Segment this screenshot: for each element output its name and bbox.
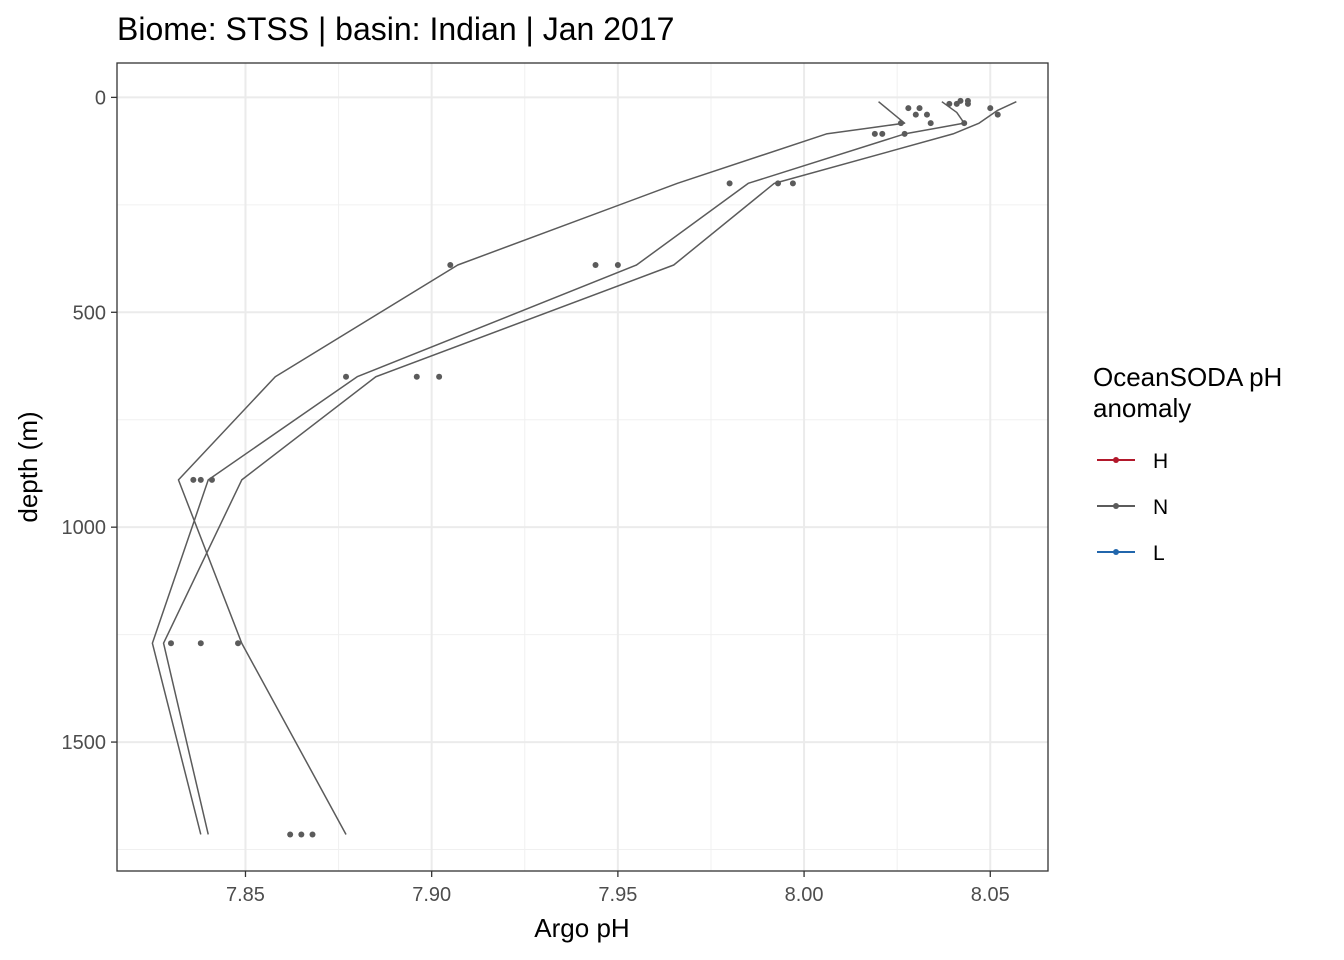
data-point bbox=[190, 476, 197, 483]
data-point bbox=[298, 831, 305, 838]
x-axis-ticks: 7.85 7.90 7.95 8.00 8.05 bbox=[226, 871, 1010, 906]
profile-line-3 bbox=[162, 100, 1017, 835]
profile-line-2 bbox=[151, 101, 965, 835]
data-point bbox=[916, 105, 923, 112]
legend: OceanSODA pH anomaly HNL bbox=[1093, 362, 1282, 565]
chart-title: Biome: STSS | basin: Indian | Jan 2017 bbox=[117, 11, 674, 47]
data-point bbox=[775, 180, 782, 187]
data-point bbox=[167, 640, 174, 647]
data-point bbox=[964, 100, 971, 107]
data-point bbox=[592, 262, 599, 268]
x-tick-label: 8.00 bbox=[785, 884, 824, 906]
profile-line-1 bbox=[177, 101, 906, 835]
data-point bbox=[197, 476, 204, 483]
x-axis-title: Argo pH bbox=[534, 913, 629, 943]
legend-label-L: L bbox=[1153, 542, 1165, 565]
data-point bbox=[197, 640, 204, 647]
x-tick-label: 7.90 bbox=[412, 884, 451, 906]
data-point bbox=[905, 105, 912, 112]
data-point bbox=[923, 111, 930, 118]
data-point bbox=[994, 111, 1001, 118]
data-point bbox=[879, 130, 886, 137]
legend-key-point-N bbox=[1113, 503, 1119, 509]
y-tick-label: 1000 bbox=[62, 517, 107, 539]
y-axis-ticks: 0 500 1000 1500 bbox=[62, 87, 117, 754]
data-point bbox=[946, 100, 953, 107]
data-point bbox=[287, 831, 294, 838]
data-point bbox=[436, 373, 443, 380]
legend-key-point-L bbox=[1113, 549, 1119, 555]
data-point bbox=[912, 111, 919, 118]
plot-panel-background bbox=[117, 63, 1048, 871]
grid-lines bbox=[117, 63, 1048, 871]
data-point bbox=[726, 180, 733, 187]
data-point bbox=[987, 105, 994, 112]
data-point bbox=[927, 120, 934, 127]
data-point bbox=[871, 130, 878, 137]
legend-label-H: H bbox=[1153, 450, 1168, 473]
data-point bbox=[961, 120, 968, 127]
legend-key-point-H bbox=[1113, 457, 1119, 463]
data-point bbox=[447, 262, 454, 268]
data-point bbox=[901, 130, 908, 137]
data-point bbox=[235, 640, 242, 647]
plot-panel-border bbox=[116, 62, 1049, 872]
y-axis-title: depth (m) bbox=[13, 411, 43, 522]
legend-title-line-1: OceanSODA pH bbox=[1093, 362, 1282, 392]
legend-title-line-2: anomaly bbox=[1093, 393, 1191, 423]
legend-label-N: N bbox=[1153, 496, 1168, 519]
x-tick-label: 7.95 bbox=[598, 884, 637, 906]
x-tick-label: 8.05 bbox=[971, 884, 1010, 906]
profile-lines bbox=[151, 100, 1017, 835]
data-point bbox=[897, 120, 904, 127]
legend-items: HNL bbox=[1097, 450, 1168, 565]
data-point bbox=[413, 373, 420, 380]
data-point bbox=[789, 180, 796, 187]
data-point bbox=[309, 831, 316, 838]
data-point bbox=[614, 262, 621, 268]
y-tick-label: 500 bbox=[73, 302, 106, 324]
y-tick-label: 1500 bbox=[62, 732, 107, 754]
data-point bbox=[208, 476, 215, 483]
data-point bbox=[343, 373, 350, 380]
y-tick-label: 0 bbox=[95, 87, 106, 109]
argo-points bbox=[167, 97, 1001, 838]
data-point bbox=[957, 97, 964, 104]
x-tick-label: 7.85 bbox=[226, 884, 265, 906]
